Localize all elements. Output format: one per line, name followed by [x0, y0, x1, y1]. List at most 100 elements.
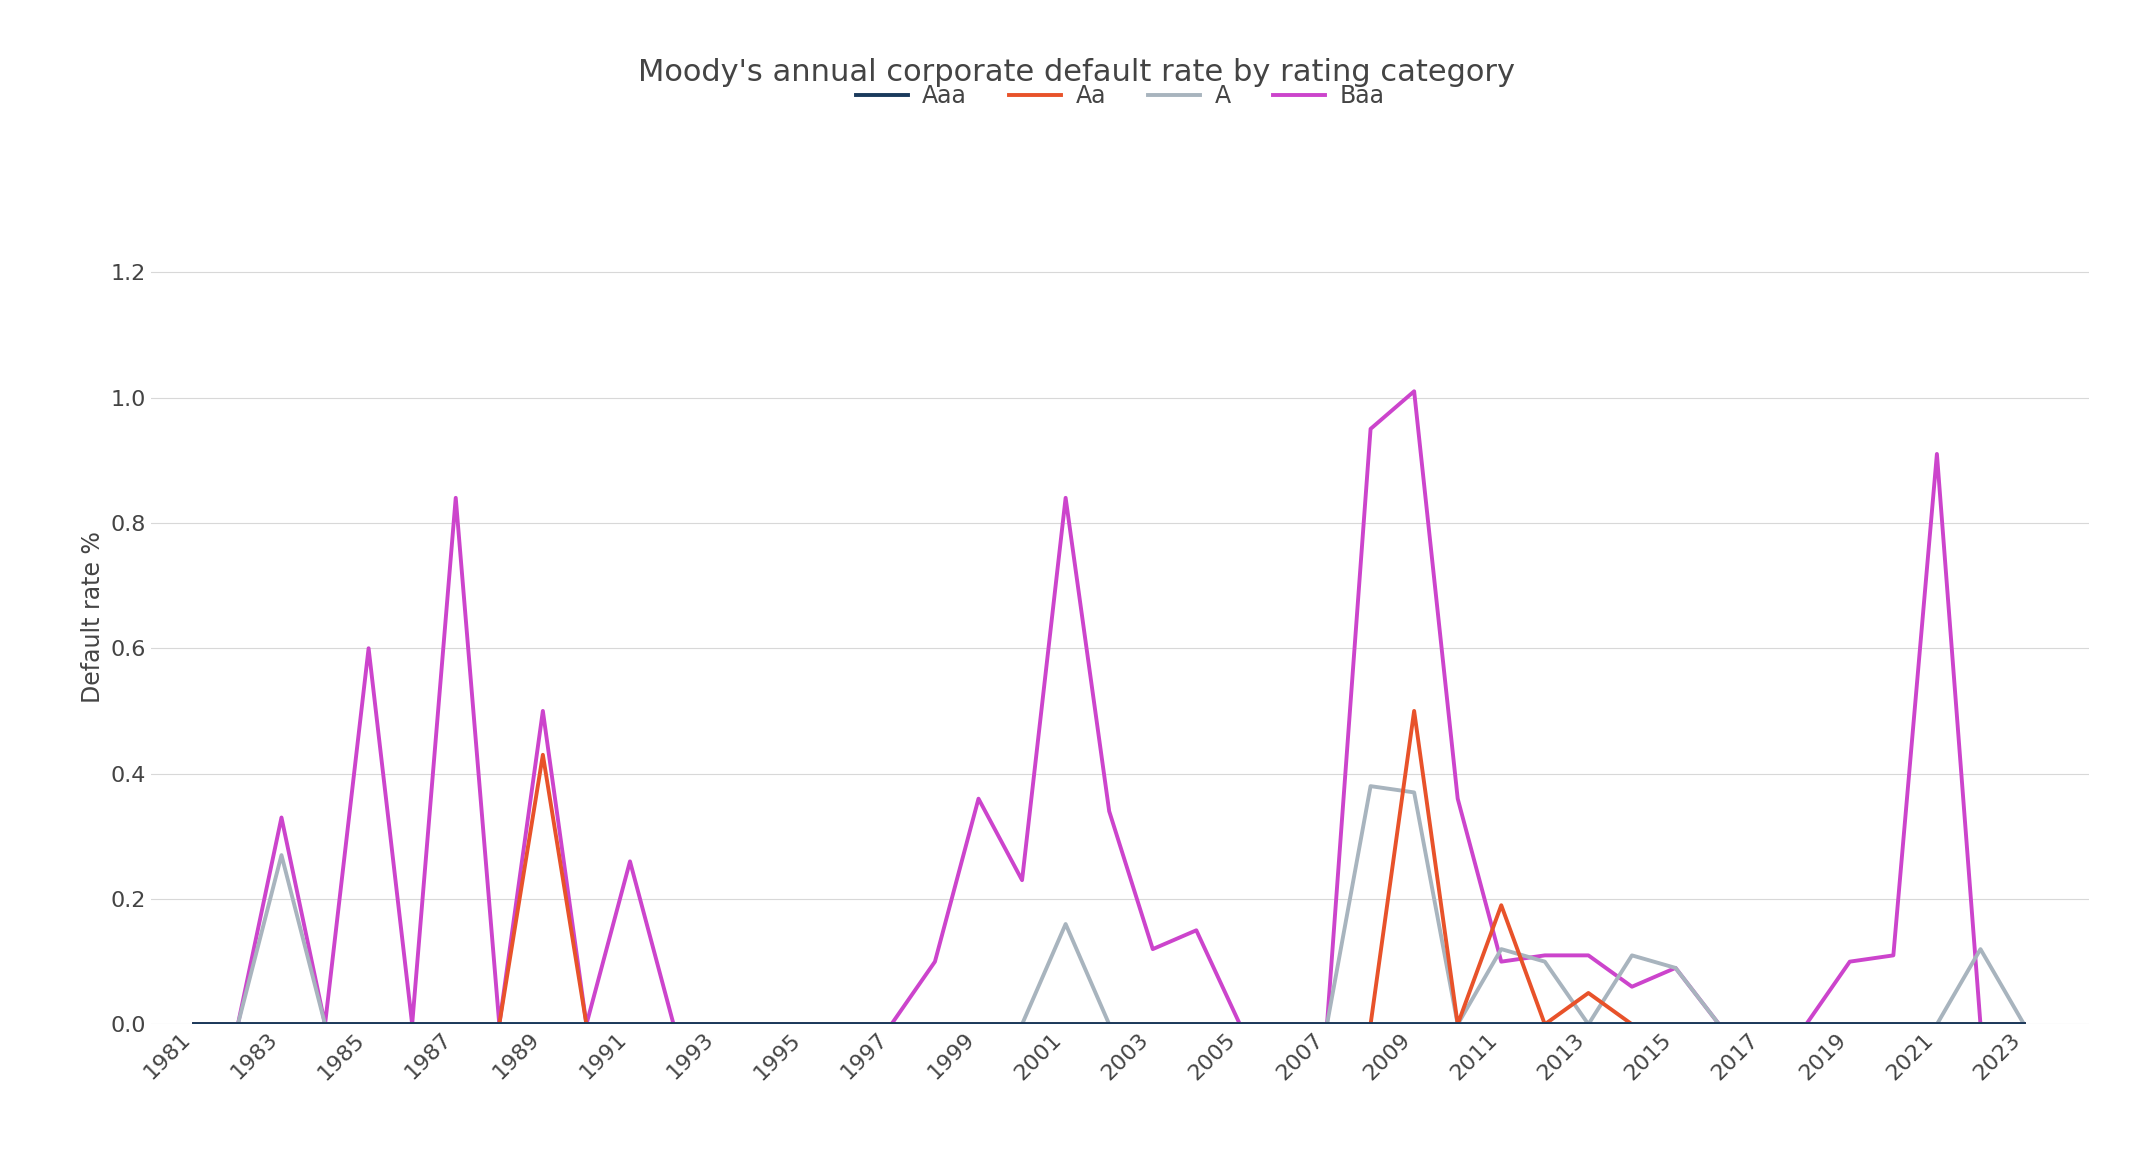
Baa — [1837, 954, 1863, 968]
Aaa — [836, 1017, 862, 1031]
A — [1402, 786, 1428, 800]
Baa — [1139, 942, 1165, 956]
Aaa — [1880, 1017, 1906, 1031]
A — [1271, 1017, 1297, 1031]
A — [1880, 1017, 1906, 1031]
Aa — [181, 1017, 207, 1031]
Aa — [398, 1017, 424, 1031]
Aaa — [1183, 1017, 1208, 1031]
Baa — [530, 704, 556, 718]
Line: Baa: Baa — [194, 391, 2025, 1024]
Baa — [1749, 1017, 1775, 1031]
Aa — [1620, 1017, 1646, 1031]
Baa — [1008, 873, 1034, 887]
Aa — [1271, 1017, 1297, 1031]
Aa — [1445, 1017, 1471, 1031]
Aaa — [1924, 1017, 1949, 1031]
Baa — [1967, 1017, 1992, 1031]
Baa — [398, 1017, 424, 1031]
A — [1575, 1017, 1600, 1031]
A — [1445, 1017, 1471, 1031]
A — [1749, 1017, 1775, 1031]
Y-axis label: Default rate %: Default rate % — [82, 531, 106, 703]
A — [1488, 942, 1514, 956]
A — [747, 1017, 773, 1031]
Baa — [269, 810, 295, 824]
Aa — [1749, 1017, 1775, 1031]
Aaa — [1271, 1017, 1297, 1031]
Baa — [1794, 1017, 1820, 1031]
Baa — [1663, 961, 1689, 975]
A — [573, 1017, 599, 1031]
Aaa — [398, 1017, 424, 1031]
Aa — [661, 1017, 687, 1031]
Aaa — [1053, 1017, 1079, 1031]
Baa — [836, 1017, 862, 1031]
Aaa — [1706, 1017, 1732, 1031]
A — [922, 1017, 948, 1031]
Aa — [1663, 1017, 1689, 1031]
Baa — [1488, 954, 1514, 968]
Aa — [269, 1017, 295, 1031]
Baa — [661, 1017, 687, 1031]
A — [1967, 942, 1992, 956]
Baa — [704, 1017, 730, 1031]
Baa — [791, 1017, 816, 1031]
Aaa — [312, 1017, 338, 1031]
Baa — [1402, 384, 1428, 398]
Baa — [1445, 792, 1471, 805]
Aa — [1053, 1017, 1079, 1031]
Aa — [573, 1017, 599, 1031]
A — [1228, 1017, 1254, 1031]
Aa — [1402, 704, 1428, 718]
A — [398, 1017, 424, 1031]
Aa — [1183, 1017, 1208, 1031]
A — [1008, 1017, 1034, 1031]
A — [1663, 961, 1689, 975]
Aa — [1314, 1017, 1340, 1031]
Aa — [224, 1017, 250, 1031]
Aaa — [355, 1017, 381, 1031]
Baa — [1880, 949, 1906, 963]
A — [2012, 1017, 2038, 1031]
Aa — [1228, 1017, 1254, 1031]
Aaa — [1445, 1017, 1471, 1031]
Aaa — [879, 1017, 905, 1031]
Baa — [1531, 949, 1557, 963]
Aaa — [444, 1017, 470, 1031]
Aa — [704, 1017, 730, 1031]
Baa — [616, 854, 642, 868]
Aa — [355, 1017, 381, 1031]
Aa — [1008, 1017, 1034, 1031]
Aaa — [1794, 1017, 1820, 1031]
Aaa — [922, 1017, 948, 1031]
Aa — [1924, 1017, 1949, 1031]
Aa — [879, 1017, 905, 1031]
Baa — [1183, 923, 1208, 937]
Aaa — [791, 1017, 816, 1031]
A — [1706, 1017, 1732, 1031]
A — [1053, 917, 1079, 931]
Aa — [1096, 1017, 1122, 1031]
Baa — [1228, 1017, 1254, 1031]
A — [487, 1017, 513, 1031]
Aaa — [1096, 1017, 1122, 1031]
Aaa — [1139, 1017, 1165, 1031]
Aa — [747, 1017, 773, 1031]
Aaa — [1357, 1017, 1383, 1031]
Aaa — [1575, 1017, 1600, 1031]
Aaa — [1749, 1017, 1775, 1031]
A — [1314, 1017, 1340, 1031]
Aa — [1139, 1017, 1165, 1031]
Baa — [1924, 447, 1949, 461]
Baa — [355, 641, 381, 655]
A — [1837, 1017, 1863, 1031]
Aa — [965, 1017, 991, 1031]
Aa — [1575, 986, 1600, 1000]
Aaa — [1228, 1017, 1254, 1031]
Baa — [487, 1017, 513, 1031]
Legend: Aaa, Aa, A, Baa: Aaa, Aa, A, Baa — [847, 74, 1394, 118]
Baa — [965, 792, 991, 805]
Aaa — [616, 1017, 642, 1031]
Aaa — [1008, 1017, 1034, 1031]
